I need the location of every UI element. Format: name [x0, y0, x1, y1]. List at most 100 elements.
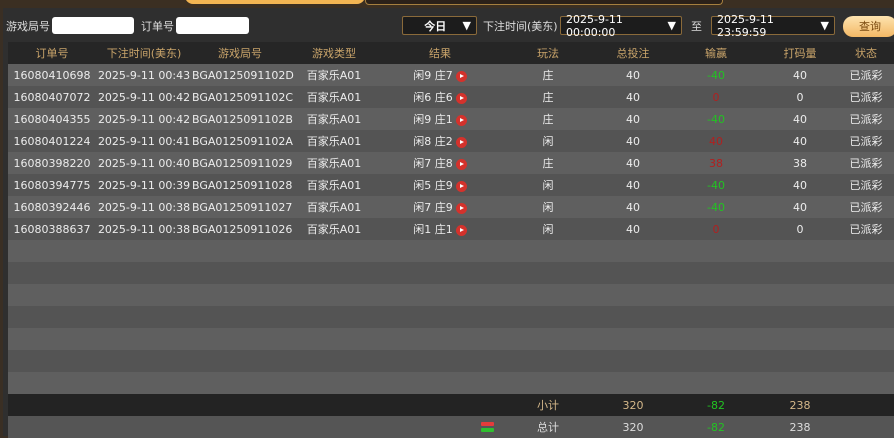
chevron-down-icon: ▼ [667, 19, 676, 32]
cell-result: 闲7 庄9 [380, 196, 500, 218]
cell-bet: 闲 [500, 218, 596, 240]
play-replay-icon[interactable] [455, 92, 467, 104]
play-replay-icon[interactable] [455, 180, 467, 192]
cell-order: 16080394775 [8, 174, 96, 196]
start-time-select[interactable]: 2025-9-11 00:00:00 ▼ [560, 13, 682, 39]
cell-winloss: -40 [670, 174, 762, 196]
cell-total: 40 [596, 108, 670, 130]
cell-winloss: -40 [670, 196, 762, 218]
top-bar [0, 0, 894, 8]
cell-bet: 庄 [500, 152, 596, 174]
column-header: 状态 [838, 42, 894, 64]
cell-time: 2025-9-11 00:40 [96, 152, 192, 174]
grandtotal-row: 总计 320 -82 238 [8, 416, 894, 438]
cell-bet: 庄 [500, 108, 596, 130]
subtotal-valid: 238 [762, 394, 838, 416]
table-row[interactable]: 16080398220 2025-9-11 00:40 BGA01250911029… [8, 152, 894, 174]
empty-row [8, 328, 894, 350]
subtotal-row: 小计 320 -82 238 [8, 394, 894, 416]
chevron-down-icon: ▼ [820, 19, 829, 32]
table-row[interactable]: 16080410698 2025-9-11 00:43 BGA0125091102D… [8, 64, 894, 86]
play-replay-icon[interactable] [455, 202, 467, 214]
cell-bet: 庄 [500, 64, 596, 86]
period-select[interactable]: 今日 ▼ [402, 16, 477, 35]
cell-round: BGA0125091102A [192, 130, 293, 152]
cell-result: 闲5 庄9 [380, 174, 500, 196]
cell-bet: 闲 [500, 196, 596, 218]
play-replay-icon[interactable] [455, 158, 467, 170]
cell-valid: 0 [762, 86, 838, 108]
grandtotal-winloss: -82 [707, 420, 725, 434]
cell-round: BGA0125091102D [192, 64, 294, 86]
play-replay-icon[interactable] [455, 114, 467, 126]
play-replay-icon[interactable] [455, 224, 467, 236]
round-input[interactable] [52, 17, 134, 34]
cell-status: 已派彩 [838, 64, 894, 86]
table-row[interactable]: 16080392446 2025-9-11 00:38 BGA01250911027… [8, 196, 894, 218]
query-button[interactable]: 查询 [843, 16, 894, 37]
empty-row [8, 372, 894, 394]
cell-round: BGA01250911029 [192, 152, 292, 174]
cell-order: 16080410698 [8, 64, 96, 86]
empty-row [8, 284, 894, 306]
cell-game: 百家乐A01 [288, 196, 380, 218]
refresh-swap-icon[interactable] [480, 420, 496, 434]
empty-row [8, 306, 894, 328]
column-header: 输赢 [670, 42, 762, 64]
cell-round: BGA0125091102C [192, 86, 293, 108]
cell-valid: 40 [762, 130, 838, 152]
bet-record-panel: 游戏局号 订单号 今日 ▼ 下注时间(美东) 2025-9-11 00:00:00… [3, 8, 894, 438]
column-header: 游戏局号 [192, 42, 288, 64]
cell-result: 闲1 庄1 [380, 218, 500, 240]
cell-result: 闲6 庄6 [380, 86, 500, 108]
cell-order: 16080388637 [8, 218, 96, 240]
table-row[interactable]: 16080401224 2025-9-11 00:41 BGA0125091102A… [8, 130, 894, 152]
subtotal-winloss: -82 [707, 398, 725, 412]
order-label: 订单号 [141, 20, 174, 33]
cell-result: 闲8 庄2 [380, 130, 500, 152]
grandtotal-total: 320 [596, 416, 670, 438]
empty-row [8, 350, 894, 372]
cell-status: 已派彩 [838, 130, 894, 152]
tab-frame [365, 0, 723, 5]
cell-order: 16080401224 [8, 130, 96, 152]
cell-game: 百家乐A01 [288, 218, 380, 240]
time-label: 下注时间(美东) [483, 20, 558, 33]
column-header: 总投注 [596, 42, 670, 64]
table-header: 订单号 下注时间(美东) 游戏局号 游戏类型 结果 玩法 总投注 输赢 打码量 状态 [8, 42, 894, 64]
cell-order: 16080404355 [8, 108, 96, 130]
cell-valid: 38 [762, 152, 838, 174]
cell-time: 2025-9-11 00:43 [96, 64, 192, 86]
cell-total: 40 [596, 218, 670, 240]
cell-round: BGA0125091102B [192, 108, 293, 130]
cell-round: BGA01250911027 [192, 196, 292, 218]
cell-winloss: -40 [670, 108, 762, 130]
cell-winloss: 0 [670, 218, 762, 240]
column-header: 打码量 [762, 42, 838, 64]
cell-valid: 40 [762, 196, 838, 218]
end-time-select[interactable]: 2025-9-11 23:59:59 ▼ [711, 13, 835, 39]
play-replay-icon[interactable] [455, 136, 467, 148]
play-replay-icon[interactable] [455, 70, 467, 82]
cell-game: 百家乐A01 [288, 64, 380, 86]
column-header: 结果 [380, 42, 500, 64]
cell-total: 40 [596, 130, 670, 152]
table-row[interactable]: 16080404355 2025-9-11 00:42 BGA0125091102B… [8, 108, 894, 130]
cell-time: 2025-9-11 00:38 [96, 196, 192, 218]
table-row[interactable]: 16080394775 2025-9-11 00:39 BGA01250911028… [8, 174, 894, 196]
cell-order: 16080407072 [8, 86, 96, 108]
active-tab[interactable] [185, 0, 365, 4]
table-row[interactable]: 16080407072 2025-9-11 00:42 BGA0125091102C… [8, 86, 894, 108]
table-row[interactable]: 16080388637 2025-9-11 00:38 BGA01250911026… [8, 218, 894, 240]
grandtotal-valid: 238 [762, 416, 838, 438]
column-header: 订单号 [8, 42, 96, 64]
cell-winloss: 38 [670, 152, 762, 174]
cell-total: 40 [596, 174, 670, 196]
period-value: 今日 [424, 19, 447, 33]
cell-game: 百家乐A01 [288, 130, 380, 152]
bet-table: 订单号 下注时间(美东) 游戏局号 游戏类型 结果 玩法 总投注 输赢 打码量 状态 160804… [8, 42, 894, 438]
grandtotal-label: 总计 [500, 416, 596, 438]
empty-row [8, 240, 894, 262]
cell-status: 已派彩 [838, 152, 894, 174]
order-input[interactable] [176, 17, 249, 34]
